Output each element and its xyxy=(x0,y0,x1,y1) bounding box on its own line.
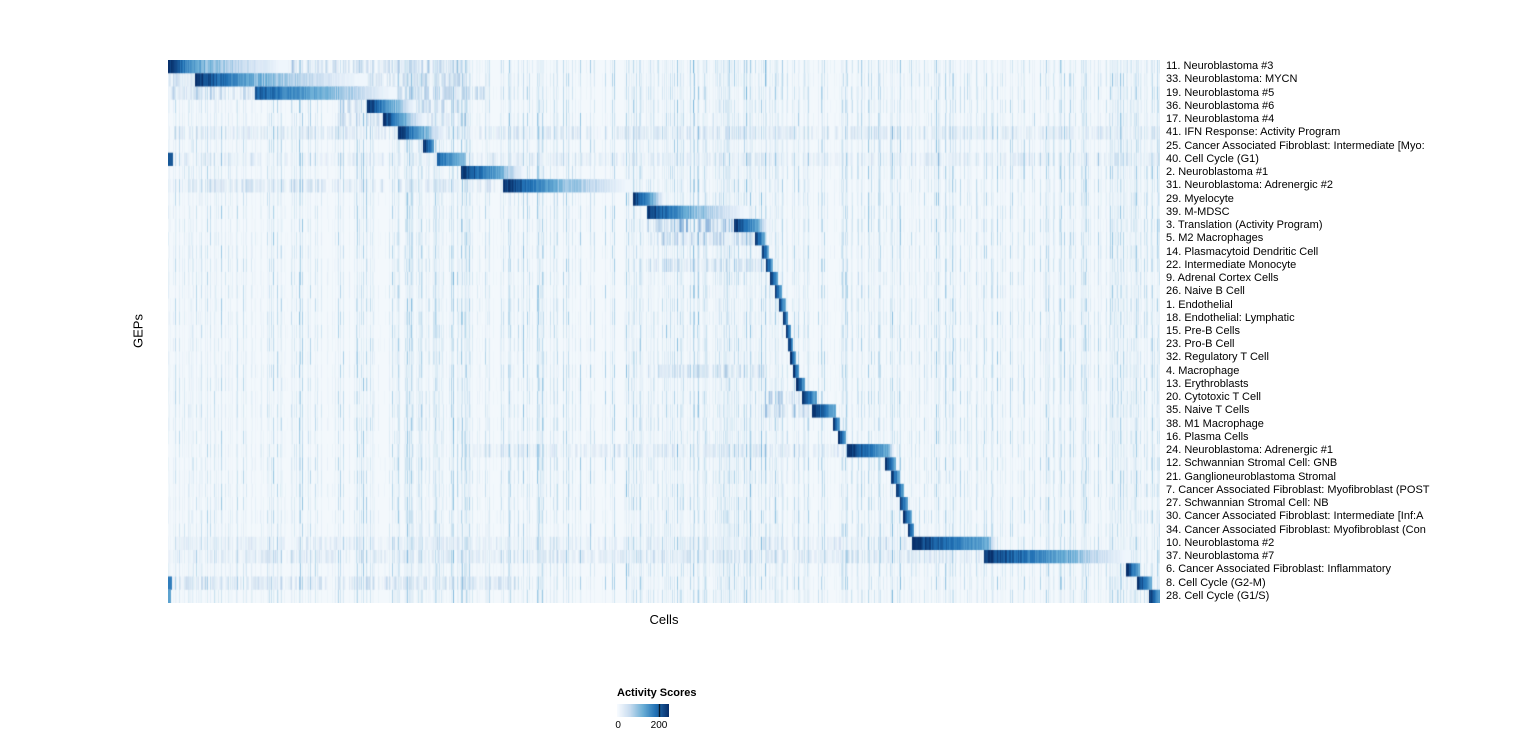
legend-title: Activity Scores xyxy=(617,687,697,699)
row-label: 5. M2 Macrophages xyxy=(1166,232,1264,245)
row-label: 18. Endothelial: Lymphatic xyxy=(1166,311,1295,324)
row-label: 21. Ganglioneuroblastoma Stromal xyxy=(1166,470,1336,483)
row-label: 29. Myelocyte xyxy=(1166,192,1234,205)
row-label: 10. Neuroblastoma #2 xyxy=(1166,536,1275,549)
row-label: 35. Naive T Cells xyxy=(1166,404,1250,417)
row-label: 13. Erythroblasts xyxy=(1166,377,1249,390)
colorbar-gradient xyxy=(617,704,669,717)
row-label: 16. Plasma Cells xyxy=(1166,430,1249,443)
heatmap-canvas xyxy=(168,60,1160,603)
row-label: 11. Neuroblastoma #3 xyxy=(1166,60,1274,73)
row-label: 24. Neuroblastoma: Adrenergic #1 xyxy=(1166,444,1333,457)
row-label: 34. Cancer Associated Fibroblast: Myofib… xyxy=(1166,523,1426,536)
row-label: 25. Cancer Associated Fibroblast: Interm… xyxy=(1166,139,1425,152)
row-label: 37. Neuroblastoma #7 xyxy=(1166,550,1275,563)
legend-max-label: 200 xyxy=(650,720,668,731)
row-label: 4. Macrophage xyxy=(1166,364,1240,377)
row-label: 31. Neuroblastoma: Adrenergic #2 xyxy=(1166,179,1333,192)
row-label: 32. Regulatory T Cell xyxy=(1166,351,1269,364)
row-label: 9. Adrenal Cortex Cells xyxy=(1166,272,1279,285)
row-label: 33. Neuroblastoma: MYCN xyxy=(1166,73,1298,86)
row-label: 2. Neuroblastoma #1 xyxy=(1166,166,1269,179)
legend-min-label: 0 xyxy=(615,720,621,731)
row-label: 27. Schwannian Stromal Cell: NB xyxy=(1166,497,1329,510)
row-label: 41. IFN Response: Activity Program xyxy=(1166,126,1341,139)
colorbar-ticks: 0 200 xyxy=(615,720,757,734)
row-label: 36. Neuroblastoma #6 xyxy=(1166,99,1275,112)
row-label: 14. Plasmacytoid Dendritic Cell xyxy=(1166,245,1319,258)
row-label: 19. Neuroblastoma #5 xyxy=(1166,86,1275,99)
row-label: 23. Pro-B Cell xyxy=(1166,338,1235,351)
row-label: 28. Cell Cycle (G1/S) xyxy=(1166,589,1270,602)
row-label: 22. Intermediate Monocyte xyxy=(1166,258,1297,271)
row-label: 7. Cancer Associated Fibroblast: Myofibr… xyxy=(1166,483,1430,496)
row-label: 17. Neuroblastoma #4 xyxy=(1166,113,1275,126)
row-label: 15. Pre-B Cells xyxy=(1166,325,1240,337)
row-label: 26. Naive B Cell xyxy=(1166,285,1245,298)
row-label: 3. Translation (Activity Program) xyxy=(1166,219,1323,232)
row-label: 8. Cell Cycle (G2-M) xyxy=(1166,576,1266,589)
colorbar-legend: Activity Scores 0 200 xyxy=(615,687,757,734)
row-label: 40. Cell Cycle (G1) xyxy=(1166,152,1259,165)
row-label: 39. M-MDSC xyxy=(1166,205,1230,218)
row-label: 30. Cancer Associated Fibroblast: Interm… xyxy=(1166,510,1424,523)
row-label: 1. Endothelial xyxy=(1166,298,1233,311)
x-axis-label: Cells xyxy=(649,612,679,627)
row-label: 12. Schwannian Stromal Cell: GNB xyxy=(1166,457,1338,470)
row-label: 6. Cancer Associated Fibroblast: Inflamm… xyxy=(1166,563,1391,576)
y-axis-label: GEPs xyxy=(130,314,146,348)
row-label: 20. Cytotoxic T Cell xyxy=(1166,391,1261,404)
row-label: 38. M1 Macrophage xyxy=(1166,417,1264,430)
row-labels: 11. Neuroblastoma #3 33. Neuroblastoma: M… xyxy=(1164,60,1540,605)
